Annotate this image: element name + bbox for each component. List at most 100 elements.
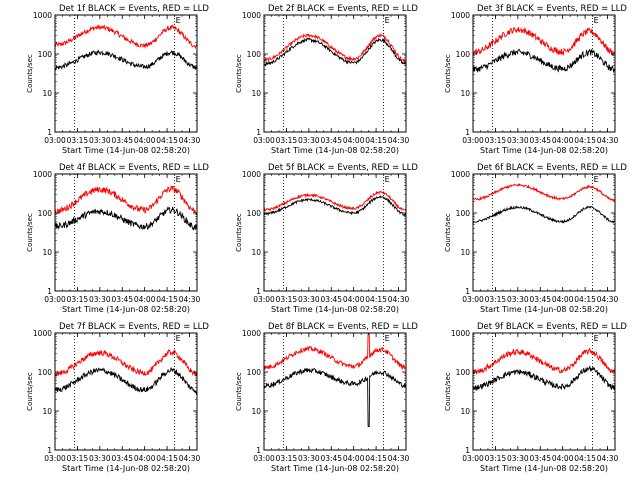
time-marker-label: E xyxy=(385,334,390,343)
x-tick-label: 03:30 xyxy=(507,454,529,463)
events-series-line xyxy=(264,367,406,427)
time-marker-label: E xyxy=(594,16,599,25)
y-tick-label: 100 xyxy=(38,368,53,377)
x-tick-label: 04:15 xyxy=(574,454,596,463)
x-tick-label: 03:45 xyxy=(111,454,133,463)
y-tick-label: 10 xyxy=(251,89,261,98)
y-tick-label: 10 xyxy=(460,407,470,416)
x-tick-label: 04:00 xyxy=(134,295,156,304)
plot-frame xyxy=(54,14,198,133)
x-tick-label: 04:00 xyxy=(343,136,365,145)
plot-frame xyxy=(263,332,407,451)
x-tick-label: 03:45 xyxy=(111,295,133,304)
panel-title: Det 9f BLACK = Events, RED = LLD xyxy=(477,322,627,332)
x-tick-label: 04:30 xyxy=(597,136,619,145)
x-tick-label: 03:30 xyxy=(298,136,320,145)
lld-series-line xyxy=(55,185,197,215)
time-marker-label: E xyxy=(176,175,181,184)
x-tick-label: 03:00 xyxy=(44,454,66,463)
x-tick-label: 03:00 xyxy=(253,295,275,304)
plot-frame xyxy=(263,14,407,133)
x-tick-label: 04:30 xyxy=(179,454,201,463)
x-tick-label: 04:30 xyxy=(597,295,619,304)
x-tick-label: 03:00 xyxy=(462,295,484,304)
panel-title: Det 4f BLACK = Events, RED = LLD xyxy=(59,163,209,173)
y-tick-label: 10 xyxy=(460,248,470,257)
x-tick-label: 04:30 xyxy=(388,136,410,145)
y-tick-label: 100 xyxy=(456,50,471,59)
events-series-line xyxy=(264,195,406,217)
events-series-line xyxy=(473,48,615,74)
panel-title: Det 3f BLACK = Events, RED = LLD xyxy=(477,4,627,14)
x-tick-label: 03:00 xyxy=(44,136,66,145)
plot-frame xyxy=(54,173,198,292)
x-tick-label: 03:15 xyxy=(67,454,89,463)
y-tick-label: 1000 xyxy=(33,11,52,20)
x-tick-label: 03:45 xyxy=(529,136,551,145)
y-axis-label: Counts/sec xyxy=(235,54,243,93)
x-tick-label: 03:15 xyxy=(276,136,298,145)
events-series-line xyxy=(473,365,615,392)
y-axis-label: Counts/sec xyxy=(235,213,243,252)
x-tick-label: 04:15 xyxy=(574,136,596,145)
y-tick-label: 10 xyxy=(42,248,52,257)
x-tick-label: 04:15 xyxy=(574,295,596,304)
x-tick-label: 03:45 xyxy=(320,295,342,304)
panel-title: Det 1f BLACK = Events, RED = LLD xyxy=(59,4,209,14)
x-tick-label: 03:15 xyxy=(276,295,298,304)
x-tick-label: 03:15 xyxy=(485,295,507,304)
y-tick-label: 1 xyxy=(256,446,261,455)
y-axis-label: Counts/sec xyxy=(444,372,452,411)
x-axis-label: Start Time (14-Jun-08 02:58:20) xyxy=(62,305,190,314)
x-axis-label: Start Time (14-Jun-08 02:58:20) xyxy=(62,146,190,155)
lld-series-line xyxy=(264,333,406,371)
y-tick-label: 100 xyxy=(38,50,53,59)
x-tick-label: 04:30 xyxy=(179,295,201,304)
x-tick-label: 04:15 xyxy=(365,136,387,145)
y-tick-label: 100 xyxy=(247,368,262,377)
panel-4: Det 4f BLACK = Events, RED = LLD E 03:00 03… xyxy=(26,163,209,314)
y-axis-label: Counts/sec xyxy=(235,372,243,411)
x-tick-label: 03:30 xyxy=(298,454,320,463)
plot-frame xyxy=(54,332,198,451)
y-tick-label: 1000 xyxy=(33,170,52,179)
x-tick-label: 04:15 xyxy=(156,136,178,145)
y-axis-label: Counts/sec xyxy=(444,54,452,93)
time-marker-label: E xyxy=(385,16,390,25)
x-tick-label: 03:15 xyxy=(485,136,507,145)
x-tick-label: 03:00 xyxy=(44,295,66,304)
x-tick-label: 04:30 xyxy=(388,295,410,304)
events-series-line xyxy=(55,206,197,231)
y-tick-label: 1000 xyxy=(451,11,470,20)
y-tick-label: 100 xyxy=(456,368,471,377)
x-tick-label: 03:30 xyxy=(507,136,529,145)
lld-series-line xyxy=(473,347,615,375)
y-tick-label: 1000 xyxy=(242,11,261,20)
x-tick-label: 04:00 xyxy=(343,295,365,304)
x-tick-label: 04:30 xyxy=(597,454,619,463)
x-tick-label: 03:30 xyxy=(507,295,529,304)
y-tick-label: 1 xyxy=(465,287,470,296)
panel-title: Det 2f BLACK = Events, RED = LLD xyxy=(268,4,418,14)
y-tick-label: 100 xyxy=(38,209,53,218)
y-tick-label: 1000 xyxy=(33,329,52,338)
x-tick-label: 03:45 xyxy=(529,295,551,304)
x-tick-label: 04:00 xyxy=(552,136,574,145)
y-tick-label: 10 xyxy=(42,407,52,416)
x-tick-label: 04:30 xyxy=(179,136,201,145)
y-tick-label: 10 xyxy=(460,89,470,98)
x-tick-label: 04:30 xyxy=(388,454,410,463)
x-axis-label: Start Time (14-Jun-08 02:58:20) xyxy=(480,146,608,155)
x-axis-label: Start Time (14-Jun-08 02:58:20) xyxy=(271,146,399,155)
x-tick-label: 03:00 xyxy=(253,454,275,463)
x-tick-label: 03:30 xyxy=(298,295,320,304)
lld-series-line xyxy=(55,349,197,377)
x-tick-label: 04:00 xyxy=(552,295,574,304)
x-tick-label: 03:45 xyxy=(111,136,133,145)
panel-title: Det 6f BLACK = Events, RED = LLD xyxy=(477,163,627,173)
